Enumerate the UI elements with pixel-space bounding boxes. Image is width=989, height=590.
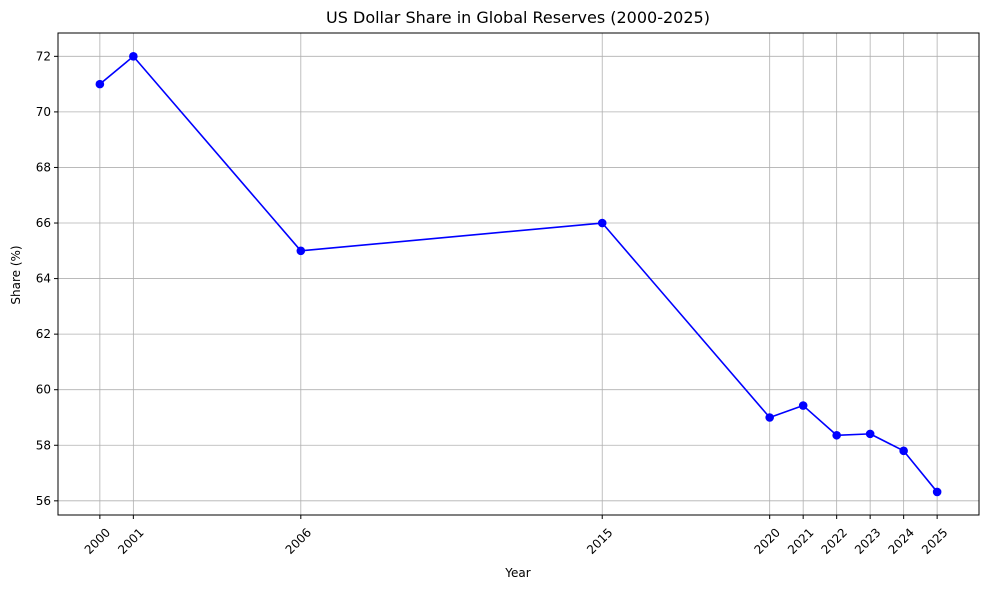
- data-point: [296, 246, 306, 256]
- grid: [58, 33, 979, 515]
- data-point: [865, 429, 875, 439]
- y-axis-ticks: 56 58 60 62 64 66 68 70 72: [36, 49, 58, 508]
- data-point: [129, 52, 138, 61]
- y-tick-label: 60: [36, 383, 51, 397]
- data-point: [832, 430, 841, 440]
- data-point: [798, 401, 808, 410]
- series-line: [99, 55, 938, 493]
- data-point: [95, 79, 105, 89]
- data-point: [932, 487, 942, 497]
- axes: [57, 32, 980, 516]
- plot-frame: [57, 32, 980, 516]
- data-point: [899, 446, 908, 456]
- y-tick-label: 72: [36, 49, 51, 63]
- y-tick-label: 58: [36, 438, 51, 452]
- y-axis-label: Share (%): [9, 245, 23, 304]
- y-tick-label: 70: [36, 105, 51, 119]
- y-tick-label: 62: [36, 327, 51, 341]
- x-axis-label: Year: [504, 566, 530, 580]
- y-tick-label: 66: [36, 216, 51, 230]
- y-tick-label: 68: [36, 160, 51, 174]
- y-tick-label: 64: [36, 272, 51, 286]
- data-point: [597, 218, 607, 228]
- chart-title: US Dollar Share in Global Reserves (2000…: [326, 8, 710, 27]
- data-point: [765, 413, 774, 422]
- y-tick-label: 56: [36, 494, 51, 508]
- data-series: [95, 52, 942, 497]
